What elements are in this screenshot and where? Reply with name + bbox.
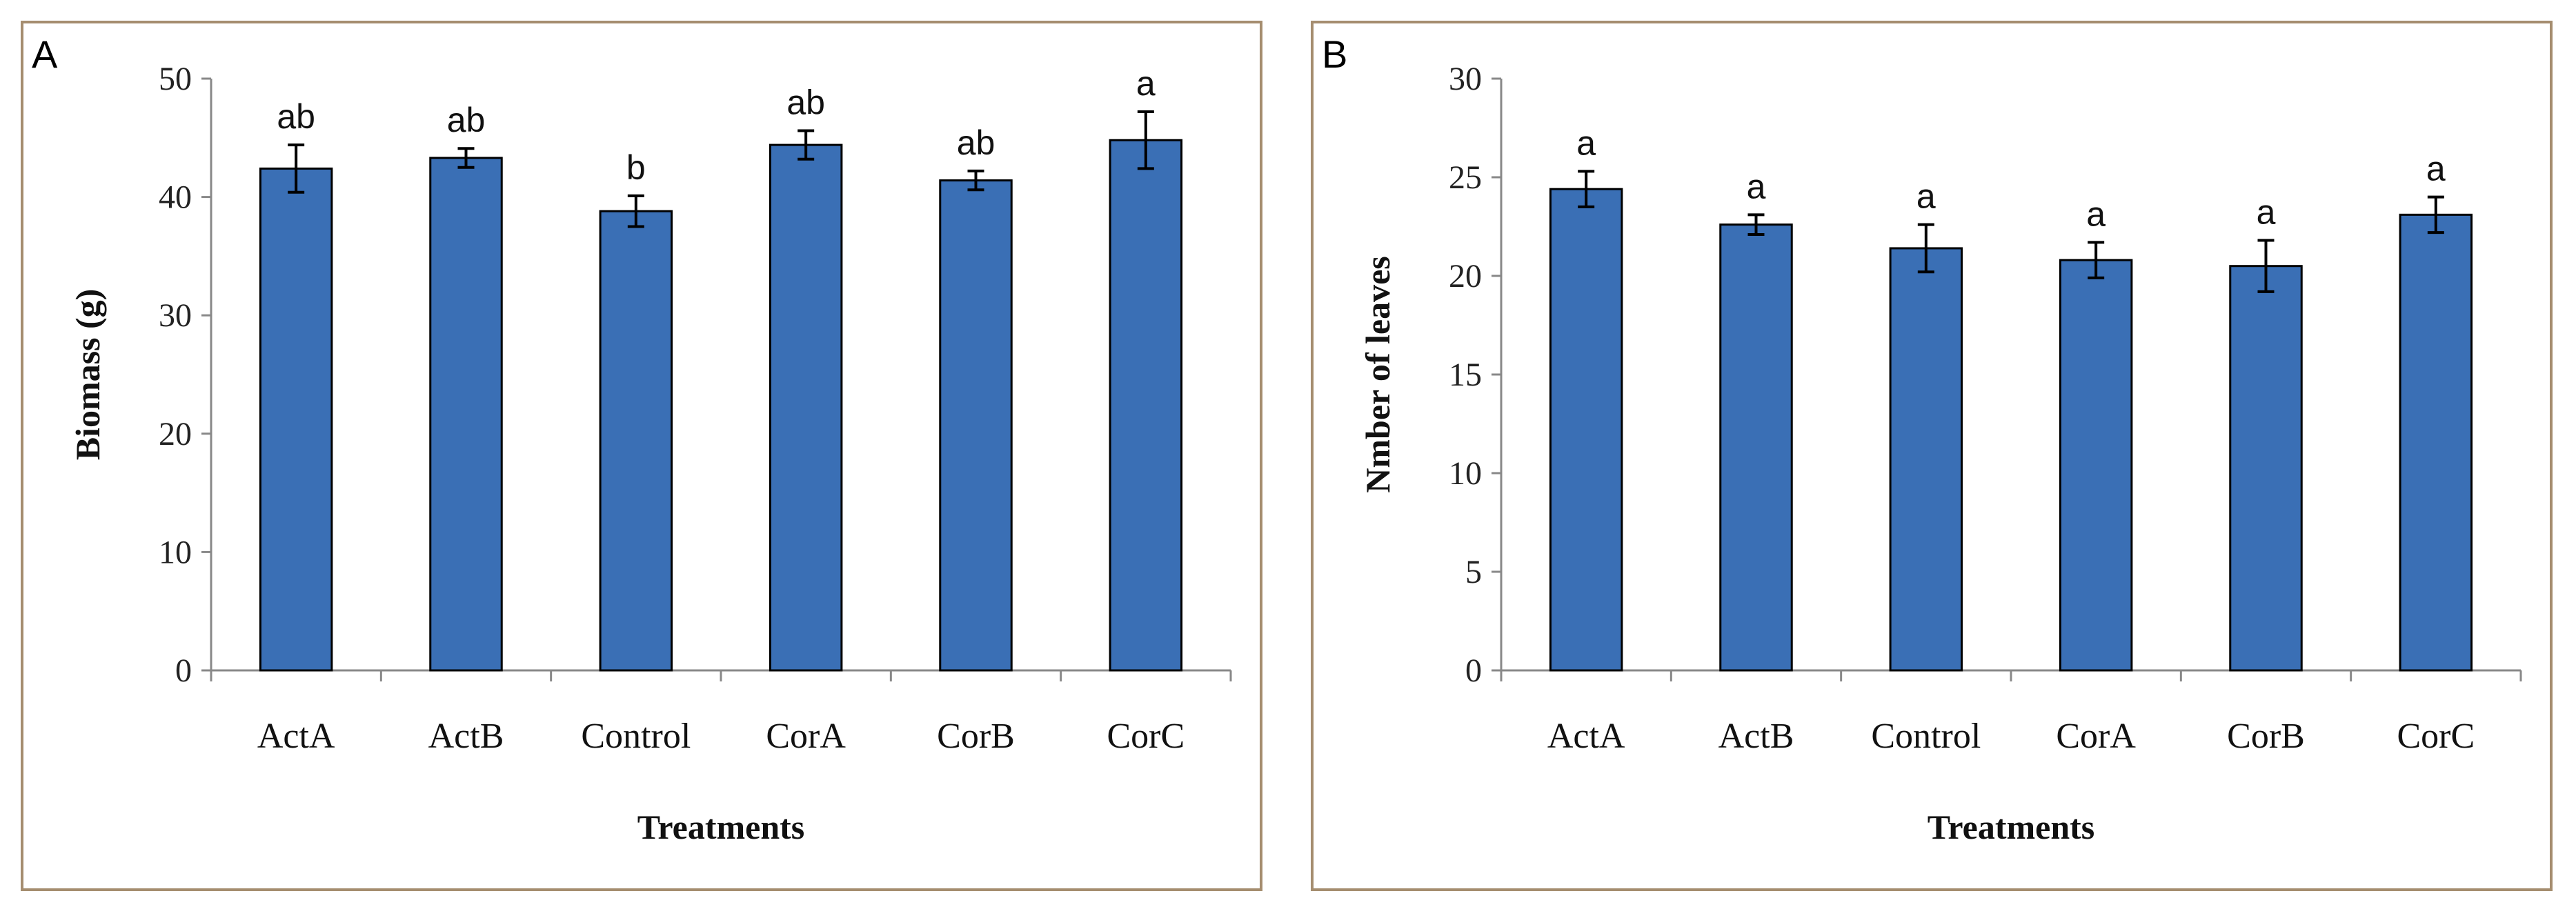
significance-label: ab — [277, 97, 315, 136]
significance-label: a — [1916, 177, 1936, 216]
x-tick-label: ActA — [257, 717, 335, 756]
bar-actb — [1719, 223, 1793, 672]
x-tick-label: CorB — [2227, 717, 2305, 756]
bar-control — [1889, 247, 1963, 672]
bar-corb — [939, 179, 1013, 672]
y-tick-label: 20 — [159, 416, 192, 452]
y-tick-label: 0 — [1465, 652, 1482, 689]
significance-label: a — [1136, 64, 1156, 103]
significance-label: a — [1576, 123, 1596, 162]
x-tick-label: Control — [581, 717, 691, 756]
x-tick-label: CorC — [2397, 717, 2475, 756]
y-axis-title: Nmber of leaves — [1358, 256, 1397, 492]
y-tick-label: 10 — [159, 534, 192, 570]
x-tick-label: CorA — [766, 717, 846, 756]
significance-label: ab — [786, 83, 825, 122]
y-tick-label: 25 — [1449, 159, 1482, 196]
chart-panel-b: B 0 5 10 15 20 25 30 a ActA a ActB a Control a CorA a Cor… — [1311, 21, 2553, 891]
bar-cora — [2059, 259, 2133, 672]
x-tick-label: Control — [1871, 717, 1981, 756]
y-tick-label: 5 — [1465, 554, 1482, 590]
x-axis-title: Treatments — [1928, 808, 2095, 846]
x-tick-label: ActB — [428, 717, 504, 756]
y-axis-title: Biomass (g) — [68, 289, 107, 461]
significance-label: a — [2257, 193, 2276, 232]
x-tick-label: CorC — [1107, 717, 1185, 756]
significance-label: a — [2426, 150, 2446, 188]
significance-label: b — [626, 148, 646, 187]
x-tick-label: ActB — [1718, 717, 1794, 756]
leaves-chart: B 0 5 10 15 20 25 30 a ActA a ActB a Control a CorA a Cor… — [1322, 32, 2522, 846]
significance-label: ab — [447, 101, 486, 139]
y-tick-label: 0 — [175, 652, 192, 689]
bar-acta — [259, 167, 333, 672]
bar-corc — [1109, 139, 1183, 672]
x-tick-label: ActA — [1547, 717, 1625, 756]
y-tick-label: 15 — [1449, 357, 1482, 393]
significance-label: ab — [957, 123, 995, 162]
y-tick-label: 10 — [1449, 455, 1482, 492]
bar-cora — [769, 143, 843, 672]
bar-corc — [2399, 213, 2473, 672]
chart-panel-a: A 0 10 20 30 40 50 ab ActA ab ActB b Control ab CorA ab… — [21, 21, 1262, 891]
y-tick-label: 30 — [159, 297, 192, 334]
panel-label: B — [1322, 32, 1347, 76]
bar-acta — [1549, 188, 1623, 672]
significance-label: a — [1747, 167, 1766, 206]
significance-label: a — [2086, 194, 2106, 233]
x-axis-title: Treatments — [637, 808, 805, 846]
bar-actb — [429, 157, 503, 672]
x-tick-label: CorA — [2056, 717, 2136, 756]
biomass-chart: A 0 10 20 30 40 50 ab ActA ab ActB b Control ab CorA ab… — [32, 32, 1232, 846]
y-tick-label: 30 — [1449, 61, 1482, 97]
y-tick-label: 40 — [159, 179, 192, 216]
y-tick-label: 20 — [1449, 258, 1482, 295]
bar-corb — [2229, 265, 2303, 672]
panel-label: A — [32, 32, 58, 76]
bar-control — [599, 210, 673, 672]
y-tick-label: 50 — [159, 61, 192, 97]
x-tick-label: CorB — [937, 717, 1015, 756]
